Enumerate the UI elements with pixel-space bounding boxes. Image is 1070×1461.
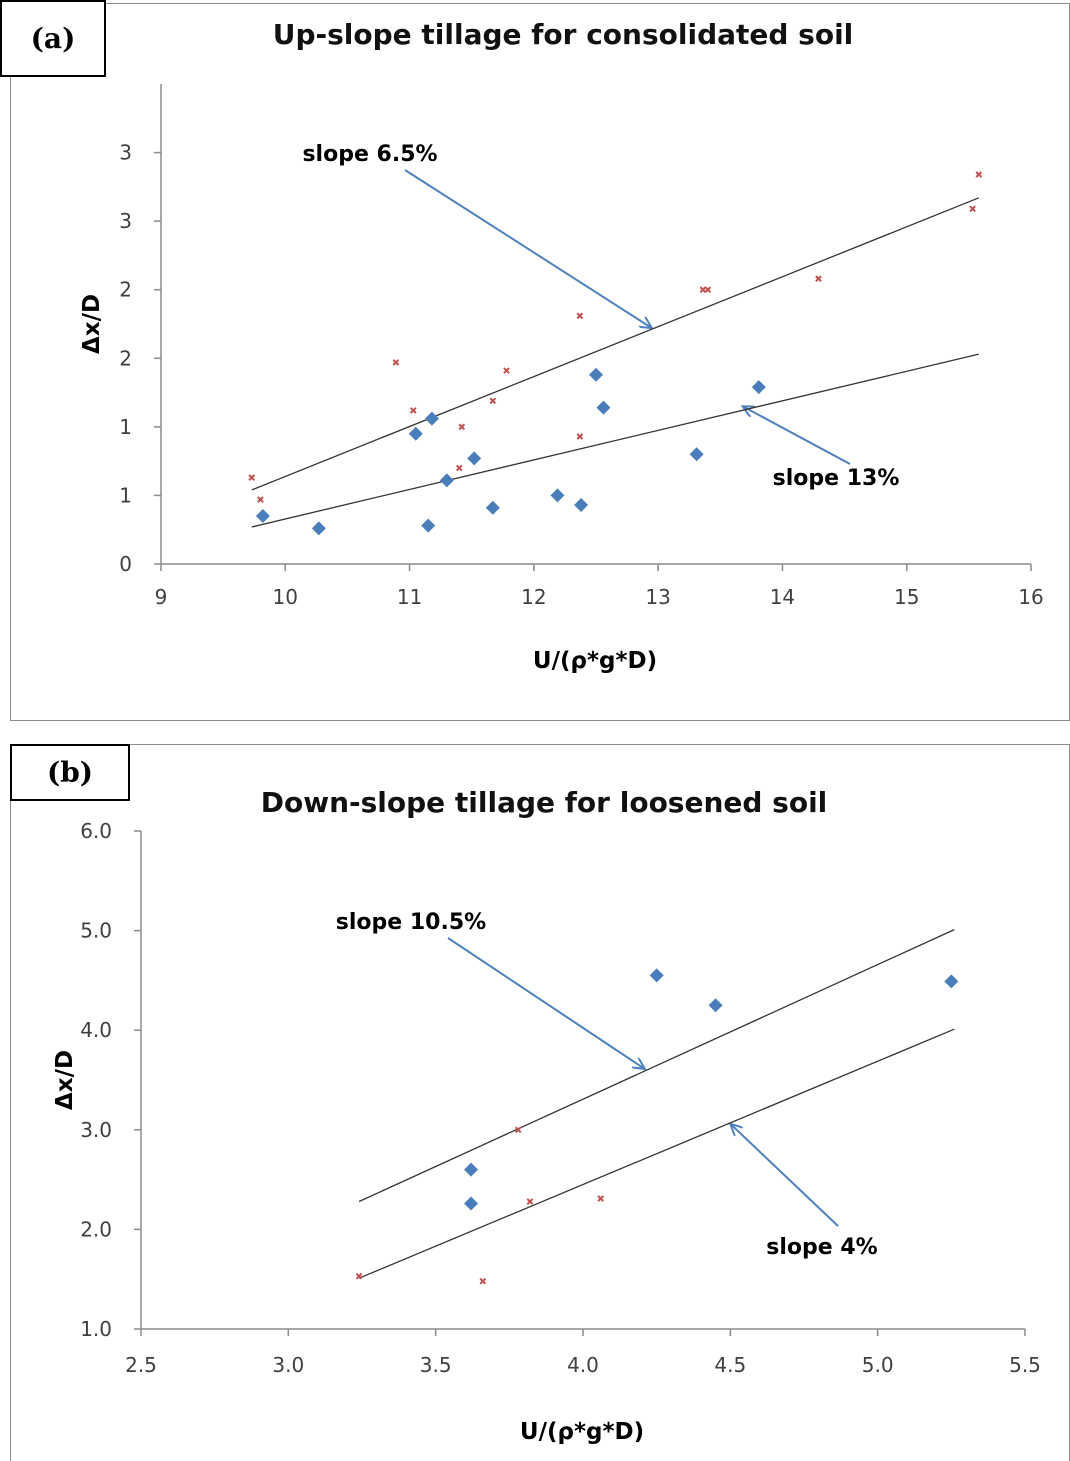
chart-a-trendline-2 bbox=[251, 353, 979, 528]
chart-a-y-tick-label: 2 bbox=[119, 346, 132, 370]
chart-a-x-axis-title: U/(ρ*g*D) bbox=[533, 648, 657, 674]
chart-a-point-x bbox=[489, 397, 497, 405]
chart-b-point-diamond bbox=[944, 974, 959, 989]
chart-a-point-x bbox=[257, 496, 264, 503]
chart-b-y-tick-label: 5.0 bbox=[80, 919, 112, 943]
chart-a-annotation-arrow-slope-13 bbox=[743, 406, 851, 465]
chart-b-plot-area: 1.0 2.0 3.0 4.0 5.0 6.0 2.5 3.0 3.5 4.0 4.5 5.0 5.5 bbox=[80, 819, 1041, 1377]
chart-a-point-diamond bbox=[550, 488, 565, 503]
chart-a-point-x bbox=[699, 286, 707, 294]
chart-a-title: Up-slope tillage for consolidated soil bbox=[273, 18, 854, 51]
chart-a-point-x bbox=[458, 423, 466, 431]
chart-a-annotation-slope-6-5: slope 6.5% bbox=[302, 142, 437, 167]
chart-a-point-x bbox=[576, 312, 584, 320]
chart-b-point-x bbox=[526, 1198, 534, 1205]
chart-a-x-tick-label: 14 bbox=[770, 585, 795, 609]
chart-a-y-tick-label: 0 bbox=[119, 552, 132, 576]
chart-a-x-tick-label: 10 bbox=[273, 585, 298, 609]
chart-a-point-diamond bbox=[421, 518, 436, 533]
chart-a-point-diamond bbox=[574, 498, 589, 513]
chart-b-point-diamond bbox=[464, 1162, 479, 1177]
chart-a-point-x bbox=[815, 275, 822, 283]
chart-b-x-tick-label: 4.0 bbox=[567, 1353, 599, 1377]
chart-a-point-x bbox=[392, 359, 400, 366]
chart-a-point-diamond bbox=[424, 411, 439, 426]
chart-b-y-tick-label: 6.0 bbox=[80, 819, 112, 843]
chart-a-point-diamond bbox=[689, 447, 704, 462]
chart-a-point-x bbox=[576, 433, 584, 440]
chart-a-point-diamond bbox=[255, 509, 270, 523]
chart-panel-a bbox=[10, 3, 1070, 721]
panel-label-a: (a) bbox=[0, 0, 106, 77]
chart-a-x-tick-label: 11 bbox=[397, 585, 422, 609]
chart-a-y-tick-label: 1 bbox=[119, 483, 132, 507]
chart-b-x-tick-label: 4.5 bbox=[714, 1353, 746, 1377]
chart-a-point-x bbox=[503, 367, 510, 374]
chart-b-y-tick-label: 1.0 bbox=[80, 1317, 112, 1341]
chart-a-x-tick-label: 13 bbox=[645, 585, 670, 609]
chart-panel-b bbox=[10, 744, 1070, 1461]
chart-a-point-diamond bbox=[467, 451, 482, 466]
chart-a-annotation-arrow-slope-6-5 bbox=[404, 169, 652, 328]
chart-a-y-tick-label: 3 bbox=[119, 209, 132, 233]
chart-a-point-diamond bbox=[439, 473, 454, 488]
chart-b-point-x bbox=[514, 1126, 522, 1134]
chart-b-annotation-slope-10-5: slope 10.5% bbox=[336, 910, 486, 935]
panel-label-b: (b) bbox=[10, 744, 130, 801]
chart-a-y-tick-label: 1 bbox=[119, 415, 132, 439]
chart-a-x-tick-label: 15 bbox=[894, 585, 919, 609]
chart-b-y-tick-label: 3.0 bbox=[80, 1118, 112, 1142]
chart-b-x-tick-label: 2.5 bbox=[125, 1353, 157, 1377]
chart-b-annotation-arrow-slope-10-5 bbox=[447, 937, 645, 1069]
chart-b-point-diamond bbox=[649, 968, 664, 983]
chart-a-x-tick-label: 16 bbox=[1018, 585, 1043, 609]
chart-a-point-x bbox=[969, 205, 976, 213]
chart-b-point-x bbox=[355, 1272, 363, 1280]
chart-b-y-tick-label: 4.0 bbox=[80, 1018, 112, 1042]
chart-b-point-diamond bbox=[464, 1196, 479, 1211]
chart-a-y-tick-label: 2 bbox=[119, 278, 132, 302]
chart-a-point-x bbox=[704, 286, 712, 294]
chart-a-point-diamond bbox=[589, 367, 603, 382]
chart-b-x-axis-title: U/(ρ*g*D) bbox=[520, 1419, 644, 1445]
chart-b-title: Down-slope tillage for loosened soil bbox=[261, 786, 828, 819]
chart-a-point-x bbox=[248, 474, 256, 481]
chart-a-point-x bbox=[409, 407, 417, 414]
chart-a-x-tick-label: 12 bbox=[521, 585, 546, 609]
chart-b-point-diamond bbox=[708, 998, 723, 1013]
chart-a-trendline-1 bbox=[251, 197, 980, 491]
chart-b-x-tick-label: 5.0 bbox=[862, 1353, 894, 1377]
chart-b-x-tick-label: 3.5 bbox=[420, 1353, 452, 1377]
chart-b-trendline-1 bbox=[358, 929, 955, 1203]
chart-a-point-diamond bbox=[408, 426, 423, 441]
chart-b-annotation-arrow-slope-4 bbox=[730, 1124, 839, 1227]
chart-a-point-diamond bbox=[596, 400, 611, 415]
chart-b-trendline-2 bbox=[358, 1028, 955, 1279]
chart-b-y-axis-title: Δx/D bbox=[52, 1050, 78, 1110]
chart-a-x-tick-label: 9 bbox=[155, 585, 168, 609]
chart-a-point-x bbox=[455, 464, 463, 472]
chart-a-point-x bbox=[975, 171, 983, 178]
chart-b-point-x bbox=[479, 1277, 487, 1285]
chart-b-point-x bbox=[597, 1195, 604, 1202]
chart-a-point-diamond bbox=[311, 521, 326, 536]
chart-b-y-tick-label: 2.0 bbox=[80, 1217, 112, 1241]
chart-b-x-tick-label: 5.5 bbox=[1009, 1353, 1041, 1377]
chart-a-annotation-slope-13: slope 13% bbox=[773, 466, 900, 491]
chart-a-y-tick-label: 3 bbox=[119, 141, 132, 165]
chart-a-point-diamond bbox=[485, 500, 500, 515]
chart-b-annotation-slope-4: slope 4% bbox=[766, 1235, 877, 1260]
chart-a-y-axis-title: Δx/D bbox=[79, 294, 105, 354]
chart-b-x-tick-label: 3.0 bbox=[272, 1353, 304, 1377]
chart-a-point-diamond bbox=[751, 380, 766, 395]
